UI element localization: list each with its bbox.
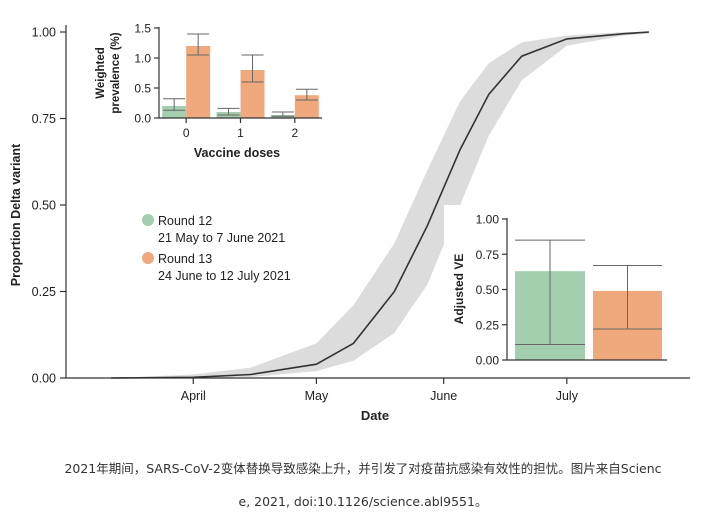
figure: 0.000.250.500.751.00 April May June July Pr… bbox=[9, 14, 690, 423]
caption-line-1: 2021年期间，SARS-CoV-2变体替换导致感染上升，并引发了对疫苗抗感染有… bbox=[64, 461, 662, 476]
main-y-tick-label: 0.25 bbox=[32, 285, 56, 299]
main-y-ticks: 0.00 0.25 0.50 0.75 1.00 bbox=[32, 26, 66, 386]
main-y-tick-label: 1.00 bbox=[32, 26, 56, 40]
prevalence-x-tick-label: 2 bbox=[291, 126, 298, 140]
prevalence-bar bbox=[294, 95, 319, 118]
ve-y-tick-label: 1.00 bbox=[476, 213, 500, 227]
prevalence-y-tick-label: 1.5 bbox=[134, 22, 151, 36]
main-x-axis-label: Date bbox=[361, 408, 389, 423]
main-y-tick-label: 0.75 bbox=[32, 112, 56, 126]
ve-y-axis-label: Adjusted VE bbox=[452, 254, 466, 325]
ve-y-tick-label: 0.50 bbox=[476, 283, 500, 297]
inset-prevalence-chart: 0.0 0.5 1.0 1.5 0 1 2 Weighted prevalence (%)… bbox=[86, 14, 331, 164]
prevalence-x-tick-label: 0 bbox=[183, 126, 190, 140]
legend-dates-round-12: 21 May to 7 June 2021 bbox=[158, 231, 285, 245]
main-x-tick-label: May bbox=[305, 389, 329, 403]
prevalence-x-axis-label: Vaccine doses bbox=[194, 146, 280, 160]
prevalence-x-tick-label: 1 bbox=[237, 126, 244, 140]
prevalence-y-tick-label: 1.0 bbox=[134, 52, 151, 66]
ve-y-tick-label: 0.75 bbox=[476, 248, 500, 262]
main-x-tick-label: July bbox=[556, 389, 579, 403]
ve-y-tick-label: 0.00 bbox=[476, 354, 500, 368]
main-y-axis-label: Proportion Delta variant bbox=[9, 143, 23, 286]
prevalence-bar bbox=[162, 106, 187, 118]
prevalence-y-axis-label-line2: prevalence (%) bbox=[110, 32, 122, 113]
main-y-tick-label: 0.00 bbox=[32, 372, 56, 386]
caption: 2021年期间，SARS-CoV-2变体替换导致感染上升，并引发了对疫苗抗感染有… bbox=[10, 452, 716, 518]
legend-marker-round-12 bbox=[142, 214, 154, 226]
prevalence-y-tick-label: 0.5 bbox=[134, 82, 151, 96]
legend-dates-round-13: 24 June to 12 July 2021 bbox=[158, 269, 291, 283]
ve-bars bbox=[515, 239, 662, 360]
legend-label-round-13: Round 13 bbox=[158, 252, 212, 266]
prevalence-y-ticks: 0.0 0.5 1.0 1.5 bbox=[134, 22, 159, 126]
prevalence-x-ticks: 0 1 2 bbox=[183, 118, 298, 140]
main-x-tick-label: April bbox=[181, 389, 206, 403]
prevalence-bar bbox=[186, 46, 211, 118]
inset-ve-chart: 0.00 0.25 0.50 0.75 1.00 Adjusted VE bbox=[444, 205, 676, 370]
caption-line-2: e, 2021, doi:10.1126/science.abl9551。 bbox=[238, 494, 488, 509]
prevalence-y-tick-label: 0.0 bbox=[134, 112, 151, 126]
main-x-tick-label: June bbox=[430, 389, 457, 403]
prevalence-y-axis-label-line1: Weighted bbox=[95, 47, 107, 99]
legend: Round 12 21 May to 7 June 2021 Round 13 … bbox=[142, 214, 291, 283]
prevalence-bars bbox=[162, 33, 319, 118]
fitted-curve bbox=[111, 31, 649, 379]
main-y-tick-label: 0.50 bbox=[32, 199, 56, 213]
main-chart: 0.000.250.500.751.00 April May June July Pr… bbox=[9, 25, 690, 423]
main-x-ticks: April May June July bbox=[181, 378, 579, 403]
ve-y-tick-label: 0.25 bbox=[476, 318, 500, 332]
ve-y-ticks: 0.00 0.25 0.50 0.75 1.00 bbox=[476, 213, 507, 368]
legend-label-round-12: Round 12 bbox=[158, 214, 212, 228]
legend-marker-round-13 bbox=[142, 252, 154, 264]
